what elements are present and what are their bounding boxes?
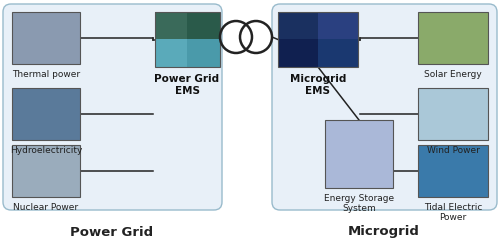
Text: Tidal Electric
Power: Tidal Electric Power	[424, 203, 482, 222]
Bar	[325, 120, 393, 188]
Bar	[12, 12, 80, 64]
FancyBboxPatch shape	[272, 4, 497, 210]
Bar	[418, 145, 488, 197]
Text: Microgrid: Microgrid	[348, 226, 420, 239]
Bar	[187, 39, 220, 67]
Bar	[155, 12, 187, 39]
Text: Nuclear Power: Nuclear Power	[14, 203, 78, 212]
Bar	[318, 39, 358, 67]
Bar	[418, 12, 488, 64]
Text: Energy Storage
System: Energy Storage System	[324, 194, 394, 213]
Bar	[318, 12, 358, 39]
Text: Thermal power: Thermal power	[12, 70, 80, 79]
Bar	[278, 12, 358, 67]
Text: Solar Energy: Solar Energy	[424, 70, 482, 79]
Bar	[12, 145, 80, 197]
Bar	[278, 12, 318, 39]
Bar	[418, 88, 488, 140]
Bar	[12, 88, 80, 140]
Bar	[278, 39, 318, 67]
Bar	[155, 12, 220, 67]
Text: Microgrid
EMS: Microgrid EMS	[290, 74, 346, 96]
Text: Wind Power: Wind Power	[426, 146, 480, 155]
Bar	[187, 12, 220, 39]
Bar	[155, 39, 187, 67]
Text: Power Grid
EMS: Power Grid EMS	[154, 74, 220, 96]
Text: Power Grid: Power Grid	[70, 226, 154, 239]
Text: Hydroelectricity: Hydroelectricity	[10, 146, 82, 155]
FancyBboxPatch shape	[3, 4, 222, 210]
